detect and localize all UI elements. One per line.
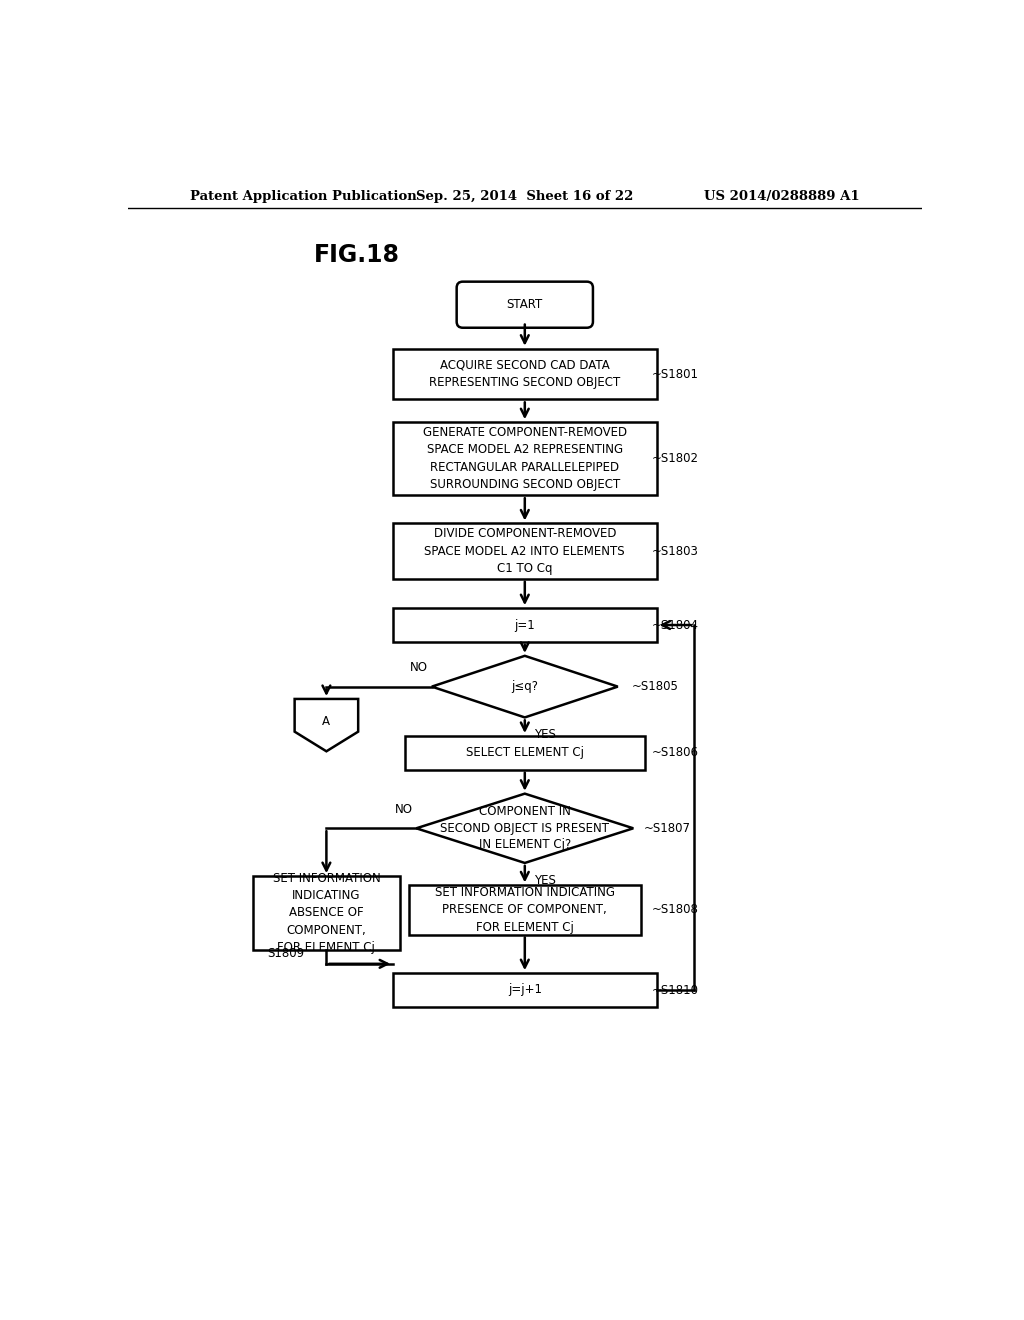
Text: S1809: S1809 <box>267 946 304 960</box>
Text: COMPONENT IN
SECOND OBJECT IS PRESENT
IN ELEMENT Cj?: COMPONENT IN SECOND OBJECT IS PRESENT IN… <box>440 805 609 851</box>
Bar <box>393 973 656 1007</box>
Text: ~S1805: ~S1805 <box>632 680 679 693</box>
Text: NO: NO <box>410 661 428 675</box>
Bar <box>253 876 400 950</box>
Text: YES: YES <box>535 729 556 742</box>
Bar <box>393 422 656 495</box>
Text: Patent Application Publication: Patent Application Publication <box>190 190 417 203</box>
Text: Sep. 25, 2014  Sheet 16 of 22: Sep. 25, 2014 Sheet 16 of 22 <box>416 190 634 203</box>
Bar <box>393 348 656 400</box>
Polygon shape <box>295 700 358 751</box>
Text: A: A <box>323 715 331 729</box>
Text: j≤q?: j≤q? <box>511 680 539 693</box>
Text: SET INFORMATION INDICATING
PRESENCE OF COMPONENT,
FOR ELEMENT Cj: SET INFORMATION INDICATING PRESENCE OF C… <box>435 886 614 935</box>
Text: ~S1807: ~S1807 <box>644 822 691 834</box>
Bar <box>404 737 645 770</box>
Text: j=1: j=1 <box>514 619 536 631</box>
Text: DIVIDE COMPONENT-REMOVED
SPACE MODEL A2 INTO ELEMENTS
C1 TO Cq: DIVIDE COMPONENT-REMOVED SPACE MODEL A2 … <box>425 527 625 576</box>
Text: ~S1803: ~S1803 <box>652 545 698 557</box>
Text: START: START <box>507 298 543 312</box>
Text: NO: NO <box>394 803 413 816</box>
Text: US 2014/0288889 A1: US 2014/0288889 A1 <box>703 190 859 203</box>
Text: ~S1804: ~S1804 <box>652 619 699 631</box>
Polygon shape <box>417 793 633 863</box>
Text: ACQUIRE SECOND CAD DATA
REPRESENTING SECOND OBJECT: ACQUIRE SECOND CAD DATA REPRESENTING SEC… <box>429 359 621 389</box>
Text: ~S1801: ~S1801 <box>652 367 699 380</box>
Bar <box>409 886 641 935</box>
Text: ~S1808: ~S1808 <box>652 903 698 916</box>
Text: ~S1802: ~S1802 <box>652 453 699 465</box>
Text: SELECT ELEMENT Cj: SELECT ELEMENT Cj <box>466 746 584 759</box>
Text: j=j+1: j=j+1 <box>508 983 542 997</box>
FancyBboxPatch shape <box>457 281 593 327</box>
Text: ~S1810: ~S1810 <box>652 983 699 997</box>
Text: YES: YES <box>535 874 556 887</box>
Text: GENERATE COMPONENT-REMOVED
SPACE MODEL A2 REPRESENTING
RECTANGULAR PARALLELEPIPE: GENERATE COMPONENT-REMOVED SPACE MODEL A… <box>423 426 627 491</box>
Text: FIG.18: FIG.18 <box>314 243 400 267</box>
Bar <box>393 609 656 642</box>
Polygon shape <box>432 656 617 718</box>
Text: SET INFORMATION
INDICATING
ABSENCE OF
COMPONENT,
FOR ELEMENT Cj: SET INFORMATION INDICATING ABSENCE OF CO… <box>272 871 380 954</box>
Bar <box>393 524 656 579</box>
Text: ~S1806: ~S1806 <box>652 746 699 759</box>
